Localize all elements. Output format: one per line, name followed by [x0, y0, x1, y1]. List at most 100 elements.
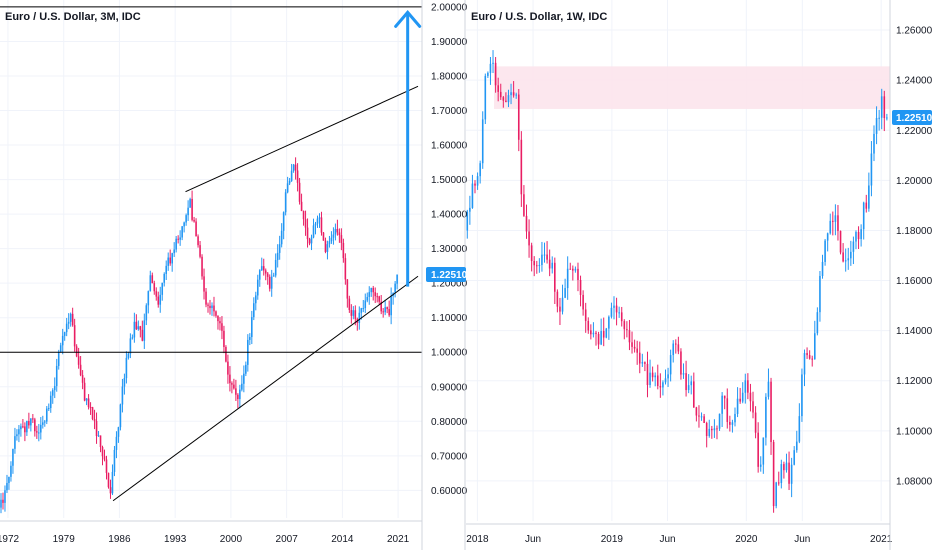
left-candle-body — [87, 398, 90, 408]
left-candle-body — [258, 270, 261, 280]
right-y-tick-label: 1.08000 — [896, 476, 932, 487]
left-candle-body — [139, 326, 142, 330]
right-candle-body — [765, 396, 767, 438]
right-candle-body — [713, 428, 716, 431]
left-candle-body — [298, 182, 301, 202]
left-candle-body — [266, 273, 269, 277]
right-candle-body — [672, 343, 675, 356]
left-chart-last-price-badge — [426, 267, 466, 283]
right-candle-body — [886, 117, 888, 119]
left-target-arrow-head — [394, 10, 422, 28]
left-candle-body — [12, 448, 14, 466]
right-candle-body — [718, 413, 721, 429]
left-candle-body — [153, 283, 156, 292]
right-candle-body — [469, 207, 471, 212]
left-candle-body — [205, 291, 207, 305]
right-candle-body — [646, 363, 649, 386]
left-candle-body — [175, 238, 177, 250]
left-candle-body — [129, 338, 132, 354]
left-candle-body — [243, 373, 245, 384]
left-candle-body — [308, 239, 311, 244]
left-candle-body — [249, 337, 251, 340]
left-candle-body — [135, 321, 138, 330]
left-candle-body — [163, 273, 166, 283]
left-candle-body — [89, 407, 92, 409]
left-candle-body — [171, 253, 173, 264]
right-candle-body — [816, 312, 819, 334]
right-candle-body — [865, 202, 868, 209]
left-y-tick-label: 1.60000 — [431, 141, 468, 152]
right-candle-body — [543, 254, 546, 256]
left-candle-body — [219, 321, 221, 324]
right-candle-body — [566, 268, 569, 289]
right-candle-body — [883, 96, 886, 119]
right-candle-body — [824, 240, 826, 262]
left-x-tick-label: 1972 — [0, 534, 20, 545]
left-candle-body — [49, 395, 52, 409]
left-candle-body — [209, 305, 211, 309]
right-candle-body — [721, 395, 723, 414]
right-candle-body — [613, 305, 615, 308]
left-y-tick-label: 1.40000 — [431, 210, 468, 221]
left-candle-body — [141, 329, 144, 341]
left-candle-body — [67, 321, 70, 324]
right-candle-body — [723, 395, 726, 399]
right-candle-body — [654, 375, 656, 378]
right-candle-body — [839, 230, 842, 253]
right-candle-body — [644, 362, 646, 364]
right-candle-body — [587, 320, 590, 331]
right-candle-body — [870, 153, 873, 186]
left-candle-body — [133, 321, 136, 338]
left-candle-body — [318, 217, 321, 219]
left-candle-body — [286, 183, 289, 193]
left-candle-body — [320, 217, 323, 233]
left-x-tick-label: 2014 — [331, 534, 354, 545]
left-candle-body — [352, 310, 355, 316]
right-x-tick-label: 2021 — [870, 534, 893, 545]
left-candle-body — [145, 305, 148, 321]
right-candle-body — [829, 220, 832, 234]
right-candle-body — [489, 63, 492, 73]
left-candle-body — [187, 207, 189, 216]
left-candle-body — [310, 237, 313, 244]
right-y-tick-label: 1.24000 — [896, 76, 932, 87]
left-candle-body — [183, 222, 185, 227]
right-candle-body — [716, 428, 718, 430]
left-candle-body — [6, 482, 8, 491]
left-candle-body — [270, 276, 273, 289]
right-candle-body — [664, 378, 667, 383]
right-candle-body — [798, 416, 801, 442]
right-candle-body — [530, 245, 533, 261]
left-candle-body — [91, 407, 94, 420]
right-resistance-zone-rect — [493, 66, 890, 109]
left-candle-body — [191, 198, 193, 220]
right-candle-body — [569, 268, 572, 270]
right-candle-body — [474, 183, 476, 186]
left-candle-body — [85, 398, 88, 401]
left-candle-body — [334, 228, 337, 235]
left-candle-body — [73, 325, 76, 347]
left-candle-body — [167, 257, 170, 266]
left-candle-body — [350, 310, 353, 316]
left-candle-body — [28, 421, 30, 426]
left-candle-body — [34, 419, 36, 432]
right-candle-body — [729, 421, 731, 425]
left-y-tick-label: 1.50000 — [431, 175, 468, 186]
right-candle-body — [844, 260, 847, 262]
left-candle-body — [26, 421, 28, 433]
left-candle-body — [59, 345, 62, 352]
left-candle-body — [10, 465, 12, 477]
right-candle-body — [510, 92, 512, 96]
right-candle-body — [837, 215, 839, 231]
left-candle-body — [292, 164, 295, 171]
right-candle-body — [561, 297, 564, 312]
right-candle-body — [777, 482, 780, 484]
right-candle-body — [855, 231, 857, 242]
left-chart-last-price: 1.22510 — [426, 267, 468, 283]
right-candle-body — [677, 344, 680, 352]
left-candle-body — [390, 296, 392, 316]
left-candle-body — [61, 335, 64, 346]
right-candle-body — [636, 348, 638, 353]
right-candle-body — [674, 343, 677, 345]
